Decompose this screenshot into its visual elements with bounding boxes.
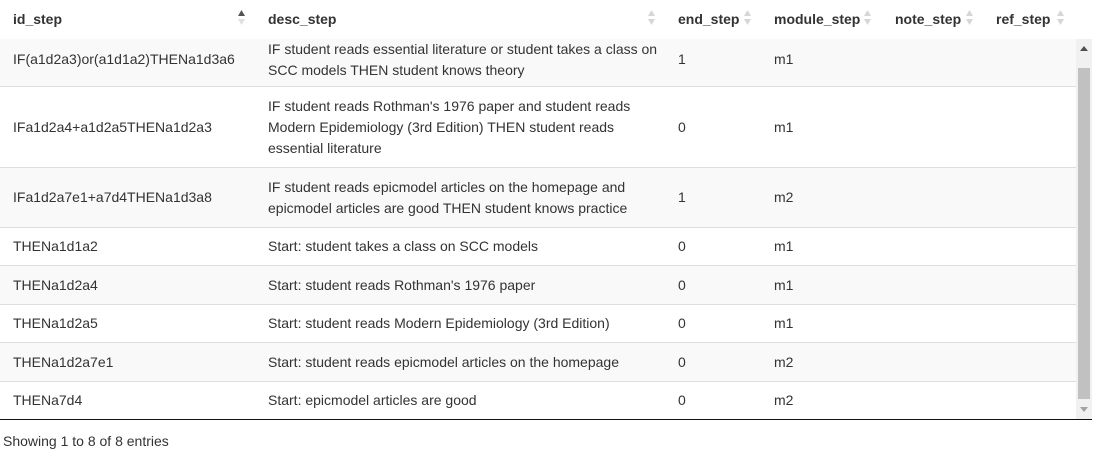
sort-both-icon [744,10,751,25]
column-label: end_step [678,11,740,27]
cell-id-step: IFa1d2a7e1+a7d4THENa1d3a8 [13,189,212,205]
cell-ref-step [986,382,1076,419]
table-header: id_step desc_step end_step module_step n… [0,0,1092,40]
column-header-note-step[interactable]: note_step [885,0,986,39]
cell-id-step: THENa1d2a5 [13,315,98,331]
column-header-ref-step[interactable]: ref_step [986,0,1076,39]
table-row[interactable]: THENa1d2a5 Start: student reads Modern E… [0,304,1076,342]
cell-note-step [885,168,986,227]
table-row[interactable]: THENa1d1a2 Start: student takes a class … [0,227,1076,265]
cell-ref-step [986,168,1076,227]
column-label: ref_step [996,11,1051,27]
cell-note-step [885,305,986,342]
sort-both-icon [864,10,871,25]
column-header-module-step[interactable]: module_step [764,0,885,39]
cell-note-step [885,87,986,167]
cell-note-step [885,228,986,265]
cell-id-step: THENa7d4 [13,392,83,408]
cell-note-step [885,266,986,304]
cell-module-step: m2 [774,392,794,408]
cell-id-step: IFa1d2a4+a1d2a5THENa1d2a3 [13,118,212,135]
cell-desc-step: IF student reads epicmodel articles on t… [268,178,628,216]
cell-note-step [885,39,986,86]
cell-desc-step: Start: student reads Rothman's 1976 pape… [268,276,536,293]
column-label: id_step [13,11,63,27]
cell-end-step: 0 [678,238,686,254]
table-row[interactable]: THENa1d2a7e1 Start: student reads epicmo… [0,342,1076,381]
sort-ascending-icon [238,10,245,25]
sort-both-icon [966,10,973,25]
cell-ref-step [986,343,1076,381]
cell-id-step: THENa1d2a4 [13,276,98,293]
table-row[interactable]: THENa1d2a4 Start: student reads Rothman'… [0,265,1076,304]
table-row[interactable]: IFa1d2a4+a1d2a5THENa1d2a3 IF student rea… [0,86,1076,167]
cell-module-step: m1 [774,118,794,135]
cell-id-step: THENa1d1a2 [13,238,98,254]
cell-desc-step: Start: student takes a class on SCC mode… [268,238,539,254]
cell-module-step: m1 [774,276,794,293]
cell-id-step: IF(a1d2a3)or(a1d1a2)THENa1d3a6 [13,51,235,67]
cell-end-step: 1 [678,51,686,67]
cell-module-step: m2 [774,353,794,370]
cell-end-step: 0 [678,392,686,408]
cell-module-step: m2 [774,189,794,205]
sort-both-icon [1057,10,1064,25]
sort-both-icon [648,10,655,25]
table-row[interactable]: IF(a1d2a3)or(a1d1a2)THENa1d3a6 IF studen… [0,39,1076,86]
cell-end-step: 0 [678,118,686,135]
cell-ref-step [986,87,1076,167]
cell-note-step [885,382,986,419]
cell-end-step: 0 [678,353,686,370]
cell-desc-step: IF student reads essential literature or… [268,40,658,78]
cell-desc-step: Start: student reads Modern Epidemiology… [268,315,610,331]
cell-module-step: m1 [774,315,794,331]
column-header-desc-step[interactable]: desc_step [258,0,668,39]
cell-ref-step [986,39,1076,86]
scroll-down-arrow-icon[interactable] [1080,405,1088,413]
scroll-up-arrow-icon[interactable] [1080,45,1088,53]
table-body-scroll-area[interactable]: IF(a1d2a3)or(a1d1a2)THENa1d3a6 IF studen… [0,39,1092,420]
cell-desc-step: IF student reads Rothman's 1976 paper an… [268,97,631,156]
table-row[interactable]: THENa7d4 Start: epicmodel articles are g… [0,381,1076,419]
cell-ref-step [986,305,1076,342]
column-label: desc_step [268,11,337,27]
cell-module-step: m1 [774,238,794,254]
cell-desc-step: Start: student reads epicmodel articles … [268,353,619,370]
column-header-end-step[interactable]: end_step [668,0,764,39]
column-label: note_step [895,11,962,27]
column-label: module_step [774,11,861,27]
scrollbar-thumb[interactable] [1078,68,1090,399]
cell-id-step: THENa1d2a7e1 [13,353,114,370]
cell-module-step: m1 [774,51,794,67]
cell-ref-step [986,228,1076,265]
column-header-id-step[interactable]: id_step [3,0,258,39]
cell-end-step: 0 [678,276,686,293]
cell-end-step: 0 [678,315,686,331]
vertical-scrollbar[interactable] [1076,39,1092,419]
table-row[interactable]: IFa1d2a7e1+a7d4THENa1d3a8 IF student rea… [0,167,1076,227]
cell-note-step [885,343,986,381]
cell-ref-step [986,266,1076,304]
cell-desc-step: Start: epicmodel articles are good [268,392,477,408]
cell-end-step: 1 [678,189,686,205]
table-info: Showing 1 to 8 of 8 entries [3,433,169,449]
table-body: IF(a1d2a3)or(a1d1a2)THENa1d3a6 IF studen… [0,39,1076,419]
